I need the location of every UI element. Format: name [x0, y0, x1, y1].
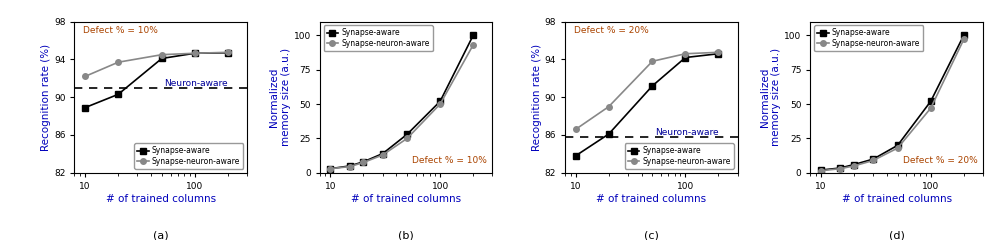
- Synapse-neuron-aware: [892, 147, 904, 150]
- Y-axis label: Recognition rate (%): Recognition rate (%): [531, 44, 542, 151]
- Synapse-aware: [357, 160, 369, 163]
- Synapse-neuron-aware: [221, 51, 233, 54]
- Line: Synapse-neuron-aware: Synapse-neuron-aware: [818, 37, 966, 174]
- Legend: Synapse-aware, Synapse-neuron-aware: Synapse-aware, Synapse-neuron-aware: [324, 25, 433, 51]
- Text: Neuron-aware: Neuron-aware: [164, 79, 228, 88]
- Synapse-neuron-aware: [189, 52, 201, 55]
- Synapse-neuron-aware: [834, 167, 846, 170]
- Synapse-neuron-aware: [79, 75, 91, 78]
- Legend: Synapse-aware, Synapse-neuron-aware: Synapse-aware, Synapse-neuron-aware: [814, 25, 923, 51]
- Synapse-neuron-aware: [924, 107, 936, 110]
- Synapse-neuron-aware: [325, 167, 337, 170]
- Synapse-aware: [713, 52, 725, 55]
- Synapse-neuron-aware: [401, 137, 413, 140]
- Line: Synapse-aware: Synapse-aware: [82, 50, 230, 110]
- Synapse-aware: [221, 51, 233, 54]
- Synapse-aware: [892, 144, 904, 147]
- Synapse-aware: [570, 154, 582, 157]
- Synapse-aware: [189, 52, 201, 55]
- Synapse-neuron-aware: [344, 165, 355, 168]
- Text: Neuron-aware: Neuron-aware: [654, 128, 719, 137]
- Synapse-aware: [815, 169, 827, 172]
- Legend: Synapse-aware, Synapse-neuron-aware: Synapse-aware, Synapse-neuron-aware: [625, 143, 734, 169]
- X-axis label: # of trained columns: # of trained columns: [106, 194, 215, 204]
- Synapse-aware: [156, 57, 168, 60]
- Y-axis label: Recognition rate (%): Recognition rate (%): [41, 44, 52, 151]
- Line: Synapse-aware: Synapse-aware: [818, 33, 966, 173]
- Synapse-neuron-aware: [646, 60, 658, 63]
- Synapse-aware: [401, 133, 413, 136]
- Line: Synapse-neuron-aware: Synapse-neuron-aware: [82, 49, 230, 79]
- Synapse-neuron-aware: [112, 61, 124, 64]
- X-axis label: # of trained columns: # of trained columns: [352, 194, 461, 204]
- Synapse-aware: [834, 167, 846, 169]
- Synapse-neuron-aware: [376, 154, 388, 156]
- Synapse-aware: [679, 56, 691, 59]
- Synapse-aware: [646, 84, 658, 87]
- Text: Defect % = 10%: Defect % = 10%: [83, 26, 158, 35]
- Line: Synapse-neuron-aware: Synapse-neuron-aware: [573, 49, 721, 132]
- Synapse-neuron-aware: [867, 159, 879, 162]
- Y-axis label: Normalized
memory size (a.u.): Normalized memory size (a.u.): [269, 48, 291, 146]
- Synapse-aware: [603, 133, 615, 136]
- Synapse-neuron-aware: [679, 52, 691, 55]
- Synapse-aware: [325, 167, 337, 170]
- Text: Defect % = 20%: Defect % = 20%: [904, 156, 978, 165]
- Synapse-aware: [848, 163, 860, 166]
- Synapse-aware: [468, 34, 480, 37]
- Line: Synapse-aware: Synapse-aware: [328, 33, 476, 171]
- Text: (d): (d): [889, 230, 905, 240]
- Synapse-aware: [376, 152, 388, 155]
- Synapse-neuron-aware: [357, 161, 369, 164]
- Line: Synapse-neuron-aware: Synapse-neuron-aware: [328, 42, 476, 171]
- Synapse-neuron-aware: [815, 169, 827, 172]
- Synapse-neuron-aware: [434, 103, 446, 106]
- Synapse-aware: [79, 106, 91, 109]
- Text: (b): (b): [398, 230, 414, 240]
- Synapse-neuron-aware: [468, 43, 480, 46]
- Text: (a): (a): [153, 230, 169, 240]
- Synapse-neuron-aware: [713, 51, 725, 54]
- Text: (c): (c): [644, 230, 658, 240]
- Synapse-neuron-aware: [848, 164, 860, 167]
- Text: Defect % = 10%: Defect % = 10%: [412, 156, 488, 165]
- Synapse-neuron-aware: [570, 128, 582, 131]
- Synapse-aware: [958, 34, 970, 37]
- Synapse-aware: [867, 158, 879, 161]
- Synapse-neuron-aware: [958, 38, 970, 41]
- Synapse-neuron-aware: [603, 105, 615, 108]
- Line: Synapse-aware: Synapse-aware: [573, 51, 721, 159]
- Y-axis label: Normalized
memory size (a.u.): Normalized memory size (a.u.): [760, 48, 781, 146]
- X-axis label: # of trained columns: # of trained columns: [597, 194, 706, 204]
- Text: Defect % = 20%: Defect % = 20%: [574, 26, 648, 35]
- Synapse-aware: [434, 100, 446, 103]
- Synapse-aware: [924, 100, 936, 103]
- X-axis label: # of trained columns: # of trained columns: [842, 194, 951, 204]
- Synapse-aware: [344, 164, 355, 167]
- Synapse-aware: [112, 93, 124, 96]
- Legend: Synapse-aware, Synapse-neuron-aware: Synapse-aware, Synapse-neuron-aware: [134, 143, 243, 169]
- Synapse-neuron-aware: [156, 53, 168, 56]
